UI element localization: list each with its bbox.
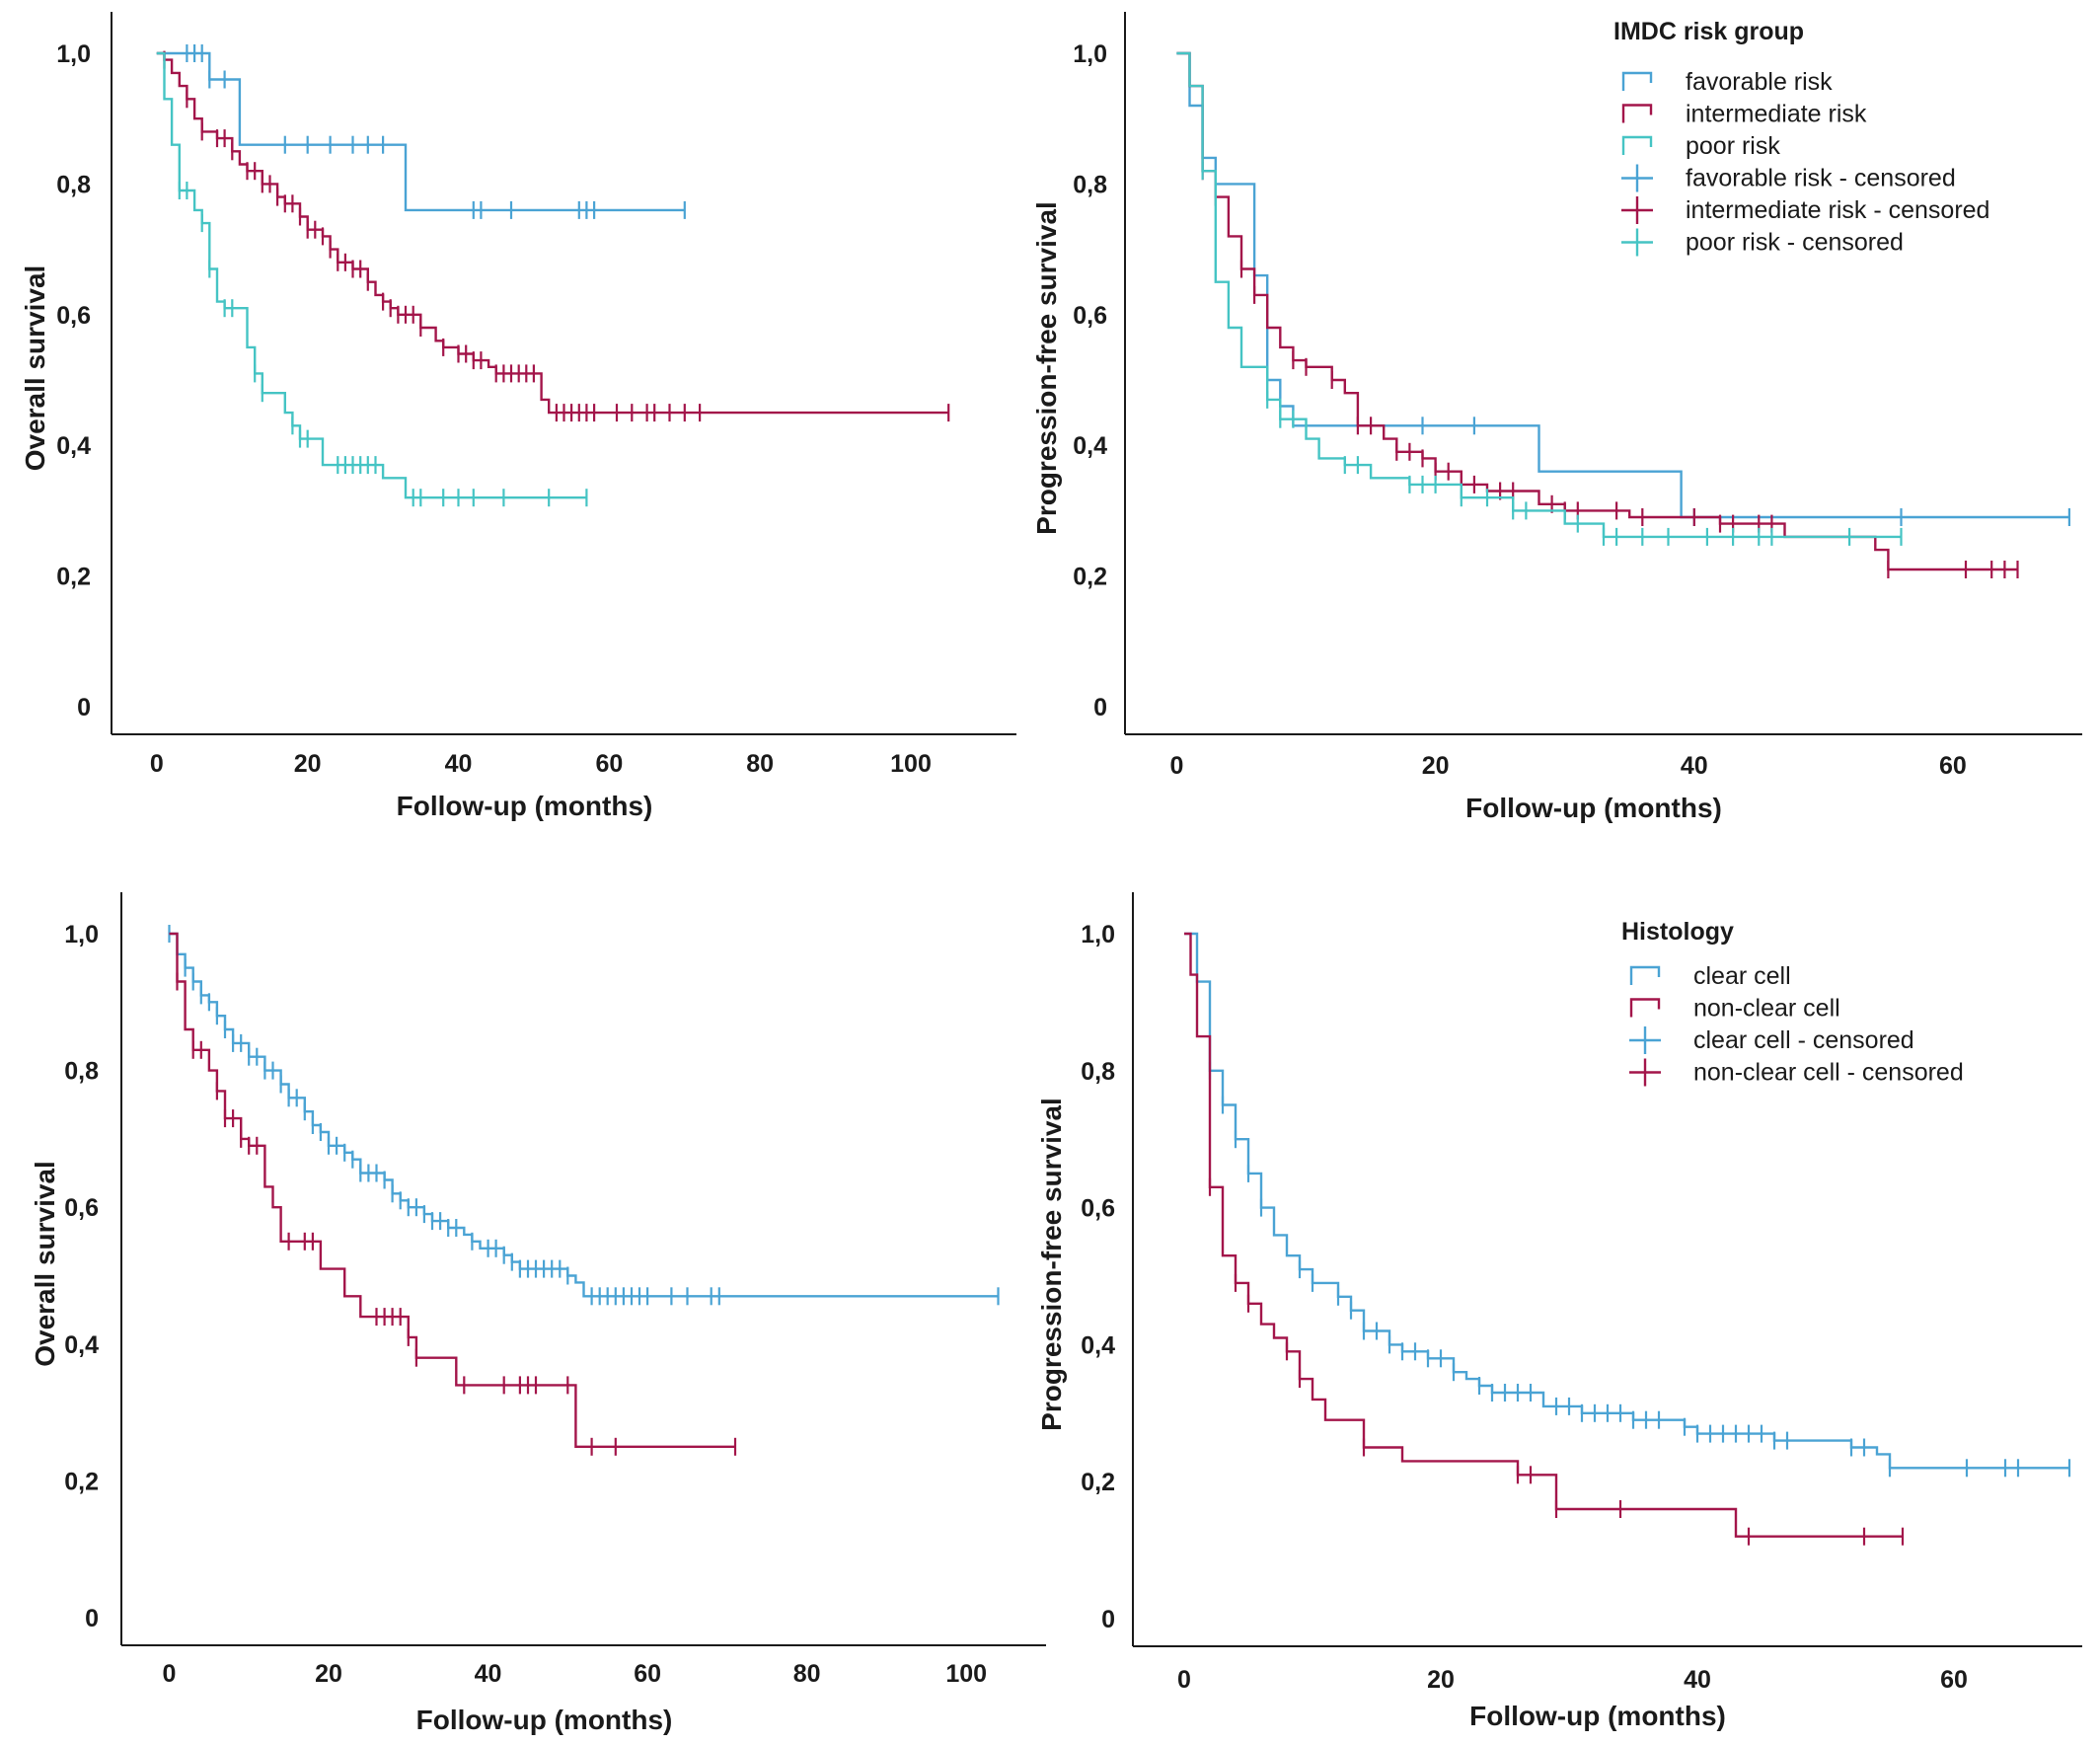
chart-pfs-histology: 0 0,2 0,4 0,6 0,8 1,0 0 20 40 60 Follow-up (months… bbox=[1036, 892, 2082, 1731]
legend-title: IMDC risk group bbox=[1613, 18, 1804, 45]
y-tick-label: 0 bbox=[85, 1605, 99, 1632]
y-axis-label: Progression-free survival bbox=[1031, 201, 1062, 535]
x-tick-label: 40 bbox=[475, 1660, 502, 1688]
y-tick-label: 0,4 bbox=[56, 432, 91, 460]
y-tick-label: 1,0 bbox=[1073, 40, 1107, 68]
series-line-favorable-risk bbox=[156, 51, 685, 212]
legend-entry-label: intermediate risk bbox=[1686, 101, 1867, 128]
legend-step-icon bbox=[1629, 965, 1661, 985]
y-tick-label: 0,4 bbox=[1081, 1331, 1115, 1359]
series-line-intermediate-risk bbox=[156, 51, 949, 415]
legend-step-icon bbox=[1629, 998, 1661, 1018]
legend-title: Histology bbox=[1621, 918, 1734, 946]
series-line-clear-cell bbox=[1184, 932, 2069, 1470]
legend-entry-label: clear cell - censored bbox=[1693, 1026, 1914, 1054]
x-tick-label: 100 bbox=[945, 1660, 987, 1688]
y-axis-label: Overall survival bbox=[30, 1161, 60, 1367]
x-tick-label: 20 bbox=[315, 1660, 342, 1688]
x-tick-label: 40 bbox=[1684, 1666, 1711, 1694]
legend-entry-label: clear cell bbox=[1693, 962, 1791, 990]
legend-step-icon bbox=[1621, 71, 1653, 91]
legend-censor-icon bbox=[1621, 228, 1653, 257]
x-tick-label: 0 bbox=[150, 750, 164, 778]
x-tick-label: 80 bbox=[746, 750, 774, 778]
x-tick-label: 60 bbox=[595, 750, 623, 778]
x-tick-label: 60 bbox=[634, 1660, 661, 1688]
legend-entry-label: non-clear cell - censored bbox=[1693, 1059, 1964, 1087]
legend-censor-icon bbox=[1621, 196, 1653, 224]
x-tick-label: 0 bbox=[1177, 1666, 1191, 1694]
x-axis-label: Follow-up (months) bbox=[1469, 1701, 1726, 1731]
legend-censor-icon bbox=[1629, 1026, 1661, 1054]
y-tick-label: 1,0 bbox=[64, 921, 99, 948]
x-tick-label: 40 bbox=[445, 750, 473, 778]
y-tick-label: 0,6 bbox=[1073, 302, 1107, 330]
y-tick-label: 0,2 bbox=[1081, 1469, 1115, 1496]
x-tick-label: 0 bbox=[1169, 752, 1183, 780]
chart-pfs-imdc: 0 0,2 0,4 0,6 0,8 1,0 0 20 40 60 Follow-up (months… bbox=[1031, 12, 2082, 823]
series-line-non-clear-cell bbox=[1184, 932, 1903, 1538]
x-axis-label: Follow-up (months) bbox=[1465, 793, 1722, 823]
y-tick-label: 0,8 bbox=[56, 171, 91, 198]
y-tick-label: 0,6 bbox=[1081, 1195, 1115, 1223]
legend-entry-label: favorable risk bbox=[1686, 68, 1833, 96]
series-line-non-clear-cell bbox=[169, 932, 735, 1448]
y-tick-label: 0 bbox=[1093, 694, 1107, 721]
y-tick-label: 0,8 bbox=[1081, 1058, 1115, 1086]
y-tick-label: 0,2 bbox=[1073, 564, 1107, 591]
x-tick-label: 100 bbox=[890, 750, 932, 778]
x-axis-label: Follow-up (months) bbox=[416, 1705, 673, 1735]
chart-os-imdc: 0 0,2 0,4 0,6 0,8 1,0 0 20 40 60 80 100 Follow-up (m… bbox=[20, 12, 1016, 821]
y-tick-label: 0,8 bbox=[64, 1058, 99, 1086]
x-tick-label: 20 bbox=[1422, 752, 1450, 780]
y-tick-label: 0,4 bbox=[64, 1331, 99, 1359]
y-tick-label: 1,0 bbox=[1081, 921, 1115, 948]
x-tick-label: 0 bbox=[163, 1660, 177, 1688]
x-tick-label: 20 bbox=[294, 750, 322, 778]
y-tick-label: 1,0 bbox=[56, 40, 91, 68]
y-axis-label: Progression-free survival bbox=[1036, 1098, 1067, 1431]
y-tick-label: 0 bbox=[1101, 1606, 1115, 1633]
x-tick-label: 80 bbox=[793, 1660, 821, 1688]
legend-entry-label: non-clear cell bbox=[1693, 995, 1840, 1023]
y-tick-label: 0,2 bbox=[56, 564, 91, 591]
x-axis-label: Follow-up (months) bbox=[397, 791, 653, 821]
x-tick-label: 40 bbox=[1681, 752, 1708, 780]
legend-entry-label: favorable risk - censored bbox=[1686, 165, 1956, 192]
legend-entry-label: poor risk bbox=[1686, 132, 1780, 160]
y-tick-label: 0,4 bbox=[1073, 432, 1107, 460]
y-tick-label: 0,6 bbox=[56, 302, 91, 330]
y-axis-label: Overall survival bbox=[20, 265, 50, 472]
series-line-intermediate-risk bbox=[1176, 51, 2018, 571]
x-tick-label: 60 bbox=[1939, 752, 1967, 780]
legend-step-icon bbox=[1621, 104, 1653, 123]
legend-entry-label: poor risk - censored bbox=[1686, 229, 1904, 257]
chart-os-histology: 0 0,2 0,4 0,6 0,8 1,0 0 20 40 60 80 100 Follow-up (m… bbox=[30, 892, 1046, 1735]
legend-step-icon bbox=[1621, 135, 1653, 155]
x-tick-label: 60 bbox=[1940, 1666, 1968, 1694]
y-tick-label: 0,6 bbox=[64, 1194, 99, 1222]
x-tick-label: 20 bbox=[1427, 1666, 1455, 1694]
y-tick-label: 0,8 bbox=[1073, 171, 1107, 198]
legend-censor-icon bbox=[1629, 1058, 1661, 1087]
legend-censor-icon bbox=[1621, 164, 1653, 192]
legend-entry-label: intermediate risk - censored bbox=[1686, 196, 1989, 224]
y-tick-label: 0,2 bbox=[64, 1468, 99, 1495]
series-line-poor-risk bbox=[156, 51, 587, 499]
y-tick-label: 0 bbox=[77, 694, 91, 721]
